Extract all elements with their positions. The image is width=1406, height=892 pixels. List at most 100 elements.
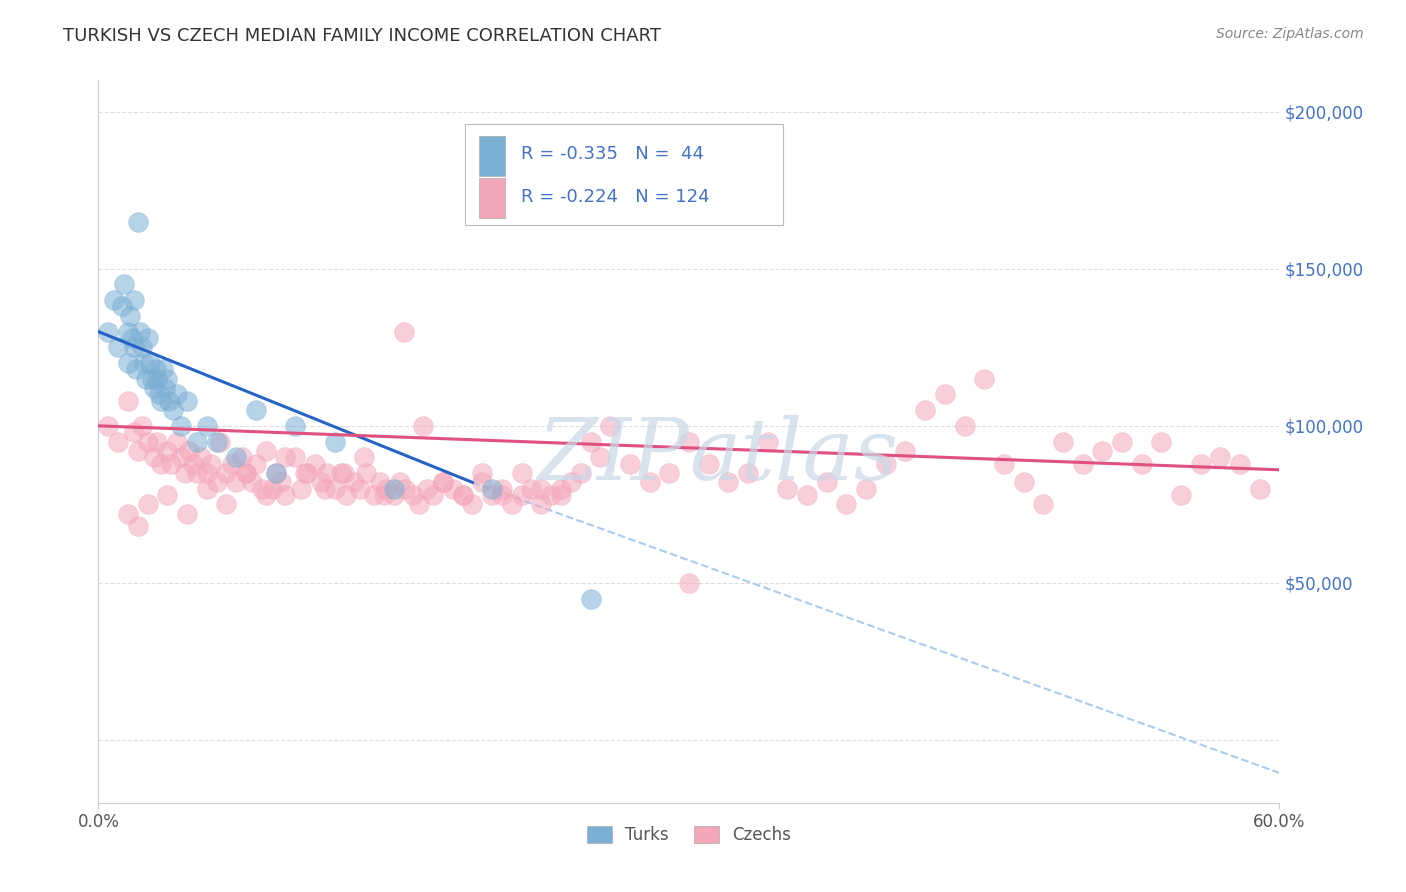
Point	[215, 497, 238, 511]
Point	[121, 331, 143, 345]
Point	[127, 444, 149, 458]
Point	[510, 466, 533, 480]
Point	[122, 425, 145, 439]
Point	[619, 457, 641, 471]
Point	[200, 457, 222, 471]
Point	[156, 372, 179, 386]
Point	[254, 488, 277, 502]
Point	[373, 488, 395, 502]
Point	[290, 482, 312, 496]
Point	[235, 466, 257, 480]
Point	[245, 457, 267, 471]
Point	[815, 475, 838, 490]
Point	[335, 488, 357, 502]
Point	[181, 457, 204, 471]
Point	[240, 475, 263, 490]
Point	[323, 434, 346, 449]
Point	[737, 466, 759, 480]
Point	[471, 475, 494, 490]
Point	[132, 356, 155, 370]
Point	[166, 387, 188, 401]
Point	[162, 403, 184, 417]
Point	[481, 482, 503, 496]
Point	[125, 362, 148, 376]
Point	[934, 387, 956, 401]
Point	[461, 497, 484, 511]
Text: R = -0.335   N =  44: R = -0.335 N = 44	[522, 145, 704, 163]
Point	[150, 457, 173, 471]
Point	[264, 466, 287, 480]
Point	[835, 497, 858, 511]
Point	[117, 393, 139, 408]
Point	[170, 418, 193, 433]
Point	[128, 325, 150, 339]
Point	[138, 356, 160, 370]
Point	[451, 488, 474, 502]
Point	[1071, 457, 1094, 471]
Point	[166, 434, 188, 449]
Point	[388, 475, 411, 490]
Point	[117, 325, 139, 339]
Point	[323, 482, 346, 496]
Point	[186, 434, 208, 449]
Point	[382, 488, 405, 502]
Point	[176, 507, 198, 521]
Point	[205, 475, 228, 490]
Point	[97, 418, 120, 433]
FancyBboxPatch shape	[464, 124, 783, 225]
Point	[569, 466, 592, 480]
Point	[152, 362, 174, 376]
Text: ZIP: ZIP	[537, 415, 689, 498]
Point	[231, 450, 253, 465]
Point	[1189, 457, 1212, 471]
Point	[225, 475, 247, 490]
Point	[309, 475, 332, 490]
Point	[314, 482, 336, 496]
Point	[550, 482, 572, 496]
Point	[894, 444, 917, 458]
Point	[354, 466, 377, 480]
Point	[560, 475, 582, 490]
Point	[914, 403, 936, 417]
Point	[520, 482, 543, 496]
Point	[776, 482, 799, 496]
Point	[145, 362, 167, 376]
Point	[392, 325, 415, 339]
Point	[412, 418, 434, 433]
Point	[260, 482, 283, 496]
Point	[530, 497, 553, 511]
Point	[374, 482, 396, 496]
Point	[146, 372, 169, 386]
Point	[540, 488, 562, 502]
Point	[136, 434, 159, 449]
Point	[501, 497, 523, 511]
Point	[1032, 497, 1054, 511]
Point	[195, 482, 218, 496]
Point	[678, 434, 700, 449]
Point	[530, 482, 553, 496]
Point	[107, 434, 129, 449]
Point	[315, 466, 337, 480]
Point	[205, 434, 228, 449]
Point	[1229, 457, 1251, 471]
Point	[150, 393, 173, 408]
Point	[550, 488, 572, 502]
Point	[122, 293, 145, 308]
Point	[142, 450, 165, 465]
Point	[1052, 434, 1074, 449]
Point	[127, 214, 149, 228]
Point	[122, 340, 145, 354]
Point	[294, 466, 316, 480]
Point	[1249, 482, 1271, 496]
Point	[176, 393, 198, 408]
Point	[1209, 450, 1232, 465]
Point	[402, 488, 425, 502]
Point	[408, 497, 430, 511]
Point	[270, 475, 292, 490]
Point	[186, 466, 208, 480]
Point	[136, 497, 159, 511]
Point	[1150, 434, 1173, 449]
Point	[157, 393, 180, 408]
Text: TURKISH VS CZECH MEDIAN FAMILY INCOME CORRELATION CHART: TURKISH VS CZECH MEDIAN FAMILY INCOME CO…	[63, 27, 661, 45]
Point	[333, 466, 356, 480]
